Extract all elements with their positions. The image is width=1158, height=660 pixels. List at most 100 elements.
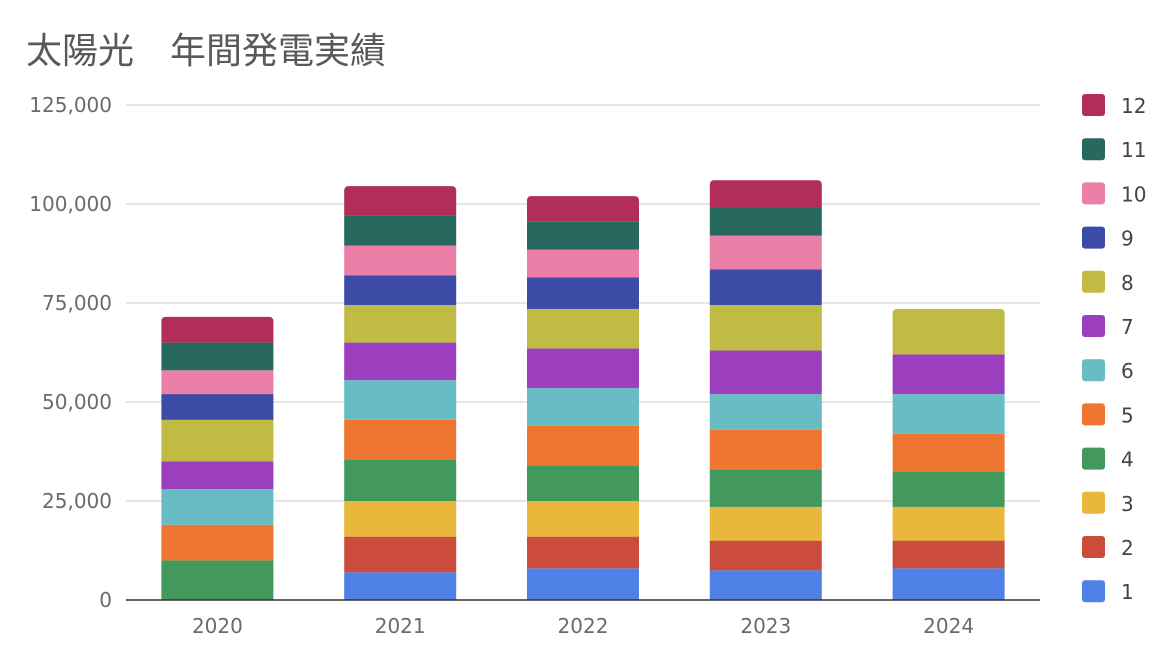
y-tick-label: 50,000 xyxy=(42,390,112,414)
bar-segment xyxy=(161,394,274,420)
legend-swatch xyxy=(1082,359,1105,382)
bar-segment xyxy=(344,190,457,216)
bar-segment xyxy=(709,350,822,395)
bar-segment xyxy=(527,501,639,537)
bar-segment xyxy=(527,388,639,426)
bar-segment xyxy=(709,269,822,305)
legend-item: 4 xyxy=(1082,447,1134,472)
bar-segment xyxy=(527,348,639,389)
axis-layer: 0 25,000 50,000 75,000 100,000 125,000 2020 202… xyxy=(29,93,1040,638)
bar-stack xyxy=(344,186,457,600)
bar-segment xyxy=(709,540,822,571)
legend-label: 4 xyxy=(1121,448,1134,472)
bar-segment xyxy=(344,275,457,305)
bar-stack xyxy=(709,180,822,600)
bar-segment xyxy=(161,524,274,561)
legend-swatch xyxy=(1082,447,1105,470)
legend-swatch xyxy=(1082,491,1105,514)
bar-segment xyxy=(344,459,457,501)
bar-segment xyxy=(892,471,1005,507)
bar-segment xyxy=(709,394,822,430)
bar-segment xyxy=(161,560,274,600)
bar-segment xyxy=(709,304,822,351)
bar-segment xyxy=(344,419,457,460)
x-tick-label: 2023 xyxy=(740,614,791,638)
legend-label: 7 xyxy=(1121,315,1134,339)
bar-cap xyxy=(709,180,822,189)
bar-segment xyxy=(161,489,274,525)
legend-item: 7 xyxy=(1082,315,1134,339)
legend-label: 11 xyxy=(1121,138,1146,162)
bar-segment xyxy=(344,536,457,573)
bar-segment xyxy=(709,469,822,507)
x-tick-label: 2021 xyxy=(375,614,426,638)
legend-layer: 12 11 10 9 8 7 6 5 4 3 2 1 xyxy=(1082,94,1146,604)
bar-segment xyxy=(161,419,274,462)
legend-item: 8 xyxy=(1082,270,1134,295)
bar-segment xyxy=(892,433,1005,472)
bar-segment xyxy=(709,506,822,541)
bar-segment xyxy=(892,540,1005,569)
bar-segment xyxy=(892,568,1005,600)
bar-segment xyxy=(527,465,639,501)
bar-stack xyxy=(527,196,639,600)
y-tick-label: 0 xyxy=(99,588,112,612)
y-tick-label: 25,000 xyxy=(42,489,112,513)
bar-segment xyxy=(527,221,639,250)
bar-segment xyxy=(344,304,457,343)
bar-segment xyxy=(527,536,639,569)
bar-segment xyxy=(892,394,1005,434)
bar-segment xyxy=(527,308,639,349)
bar-segment xyxy=(892,354,1005,395)
x-tick-label: 2020 xyxy=(192,614,243,638)
legend-item: 2 xyxy=(1082,536,1134,560)
bar-segment xyxy=(161,370,274,395)
bar-stack xyxy=(161,316,274,600)
bar-segment xyxy=(709,235,822,270)
legend-label: 12 xyxy=(1121,94,1146,118)
bar-segment xyxy=(709,184,822,208)
legend-label: 1 xyxy=(1121,580,1134,604)
legend-label: 3 xyxy=(1121,492,1134,516)
bar-segment xyxy=(527,425,639,466)
legend-item: 6 xyxy=(1082,359,1134,383)
legend-item: 5 xyxy=(1082,403,1134,427)
bar-cap xyxy=(892,308,1005,317)
bar-cap xyxy=(161,316,274,325)
bar-segment xyxy=(344,245,457,276)
bar-segment xyxy=(709,570,822,600)
bar-segment xyxy=(892,312,1005,355)
legend-item: 3 xyxy=(1082,491,1134,516)
legend-label: 2 xyxy=(1121,536,1134,560)
legend-label: 6 xyxy=(1121,359,1134,383)
legend-label: 10 xyxy=(1121,182,1146,206)
bar-segment xyxy=(527,249,639,278)
bar-cap xyxy=(527,196,639,205)
bar-cap xyxy=(344,186,457,195)
legend-label: 8 xyxy=(1121,271,1134,295)
legend-swatch xyxy=(1082,94,1105,116)
bar-segment xyxy=(344,572,457,600)
legend-swatch xyxy=(1082,403,1105,426)
legend-item: 12 xyxy=(1082,94,1146,118)
y-tick-label: 125,000 xyxy=(29,93,112,117)
legend-swatch xyxy=(1082,226,1105,249)
bar-stack xyxy=(892,308,1005,600)
bar-segment xyxy=(709,207,822,236)
legend-label: 5 xyxy=(1121,403,1134,427)
bar-segment xyxy=(161,461,274,490)
bar-segment xyxy=(344,215,457,246)
bar-segment xyxy=(344,342,457,381)
bar-segment xyxy=(527,277,639,309)
legend-item: 11 xyxy=(1082,138,1146,162)
bar-layer xyxy=(161,180,1005,600)
x-tick-label: 2022 xyxy=(558,614,609,638)
chart-title: 太陽光 年間発電実績 xyxy=(26,31,387,72)
legend-item: 1 xyxy=(1082,580,1134,604)
legend-item: 10 xyxy=(1082,182,1146,206)
y-tick-label: 75,000 xyxy=(42,291,112,315)
bar-segment xyxy=(527,568,639,600)
bar-segment xyxy=(161,320,274,343)
